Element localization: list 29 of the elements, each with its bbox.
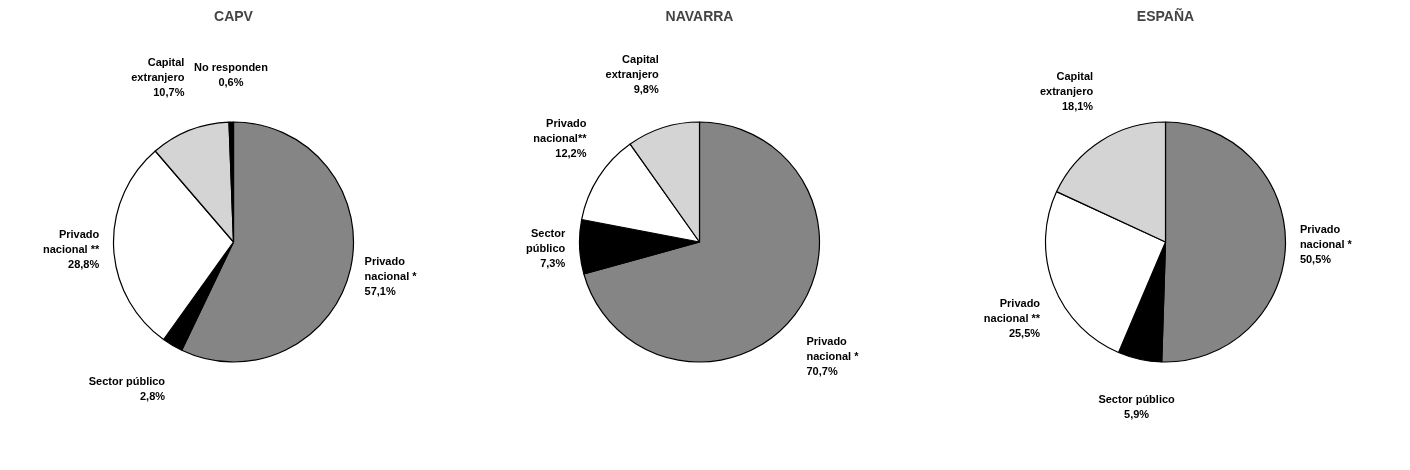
chart-title: ESPAÑA: [1136, 6, 1195, 24]
data-label: 9,8%: [633, 82, 659, 95]
data-label: 28,8%: [68, 257, 100, 270]
slice-label: Privado nacional **: [983, 297, 1041, 325]
slice-label: Capital extranjero: [1039, 70, 1094, 98]
slice-label: Privado nacional *: [364, 255, 418, 283]
data-label: 5,9%: [1124, 407, 1150, 420]
data-label: 70,7%: [806, 365, 838, 378]
slice-label: Capital extranjero: [131, 56, 185, 84]
chart-title: NAVARRA: [665, 7, 734, 24]
data-label: 18,1%: [1061, 100, 1094, 113]
chart-title: CAPV: [214, 7, 254, 24]
data-label: 0,6%: [218, 75, 244, 88]
slice-label: Sector público: [526, 227, 566, 255]
data-label: 57,1%: [364, 285, 396, 298]
slice-label: Privado nacional **: [42, 227, 100, 255]
slice-label: Privado nacional *: [1299, 223, 1353, 251]
slice-label: Privado nacional**: [533, 116, 588, 144]
slice-label: Sector público: [88, 374, 166, 387]
data-label: 7,3%: [540, 257, 566, 270]
data-label: 25,5%: [1008, 327, 1041, 340]
data-label: 12,2%: [555, 146, 587, 159]
slice-label: Sector público: [1098, 392, 1176, 405]
slice-label: No responden: [193, 60, 269, 73]
data-label: 10,7%: [153, 86, 185, 99]
data-label: 2,8%: [140, 389, 166, 402]
slice-label: Capital extranjero: [605, 52, 660, 80]
slice-label: Privado nacional *: [806, 335, 860, 363]
data-label: 50,5%: [1299, 253, 1332, 266]
